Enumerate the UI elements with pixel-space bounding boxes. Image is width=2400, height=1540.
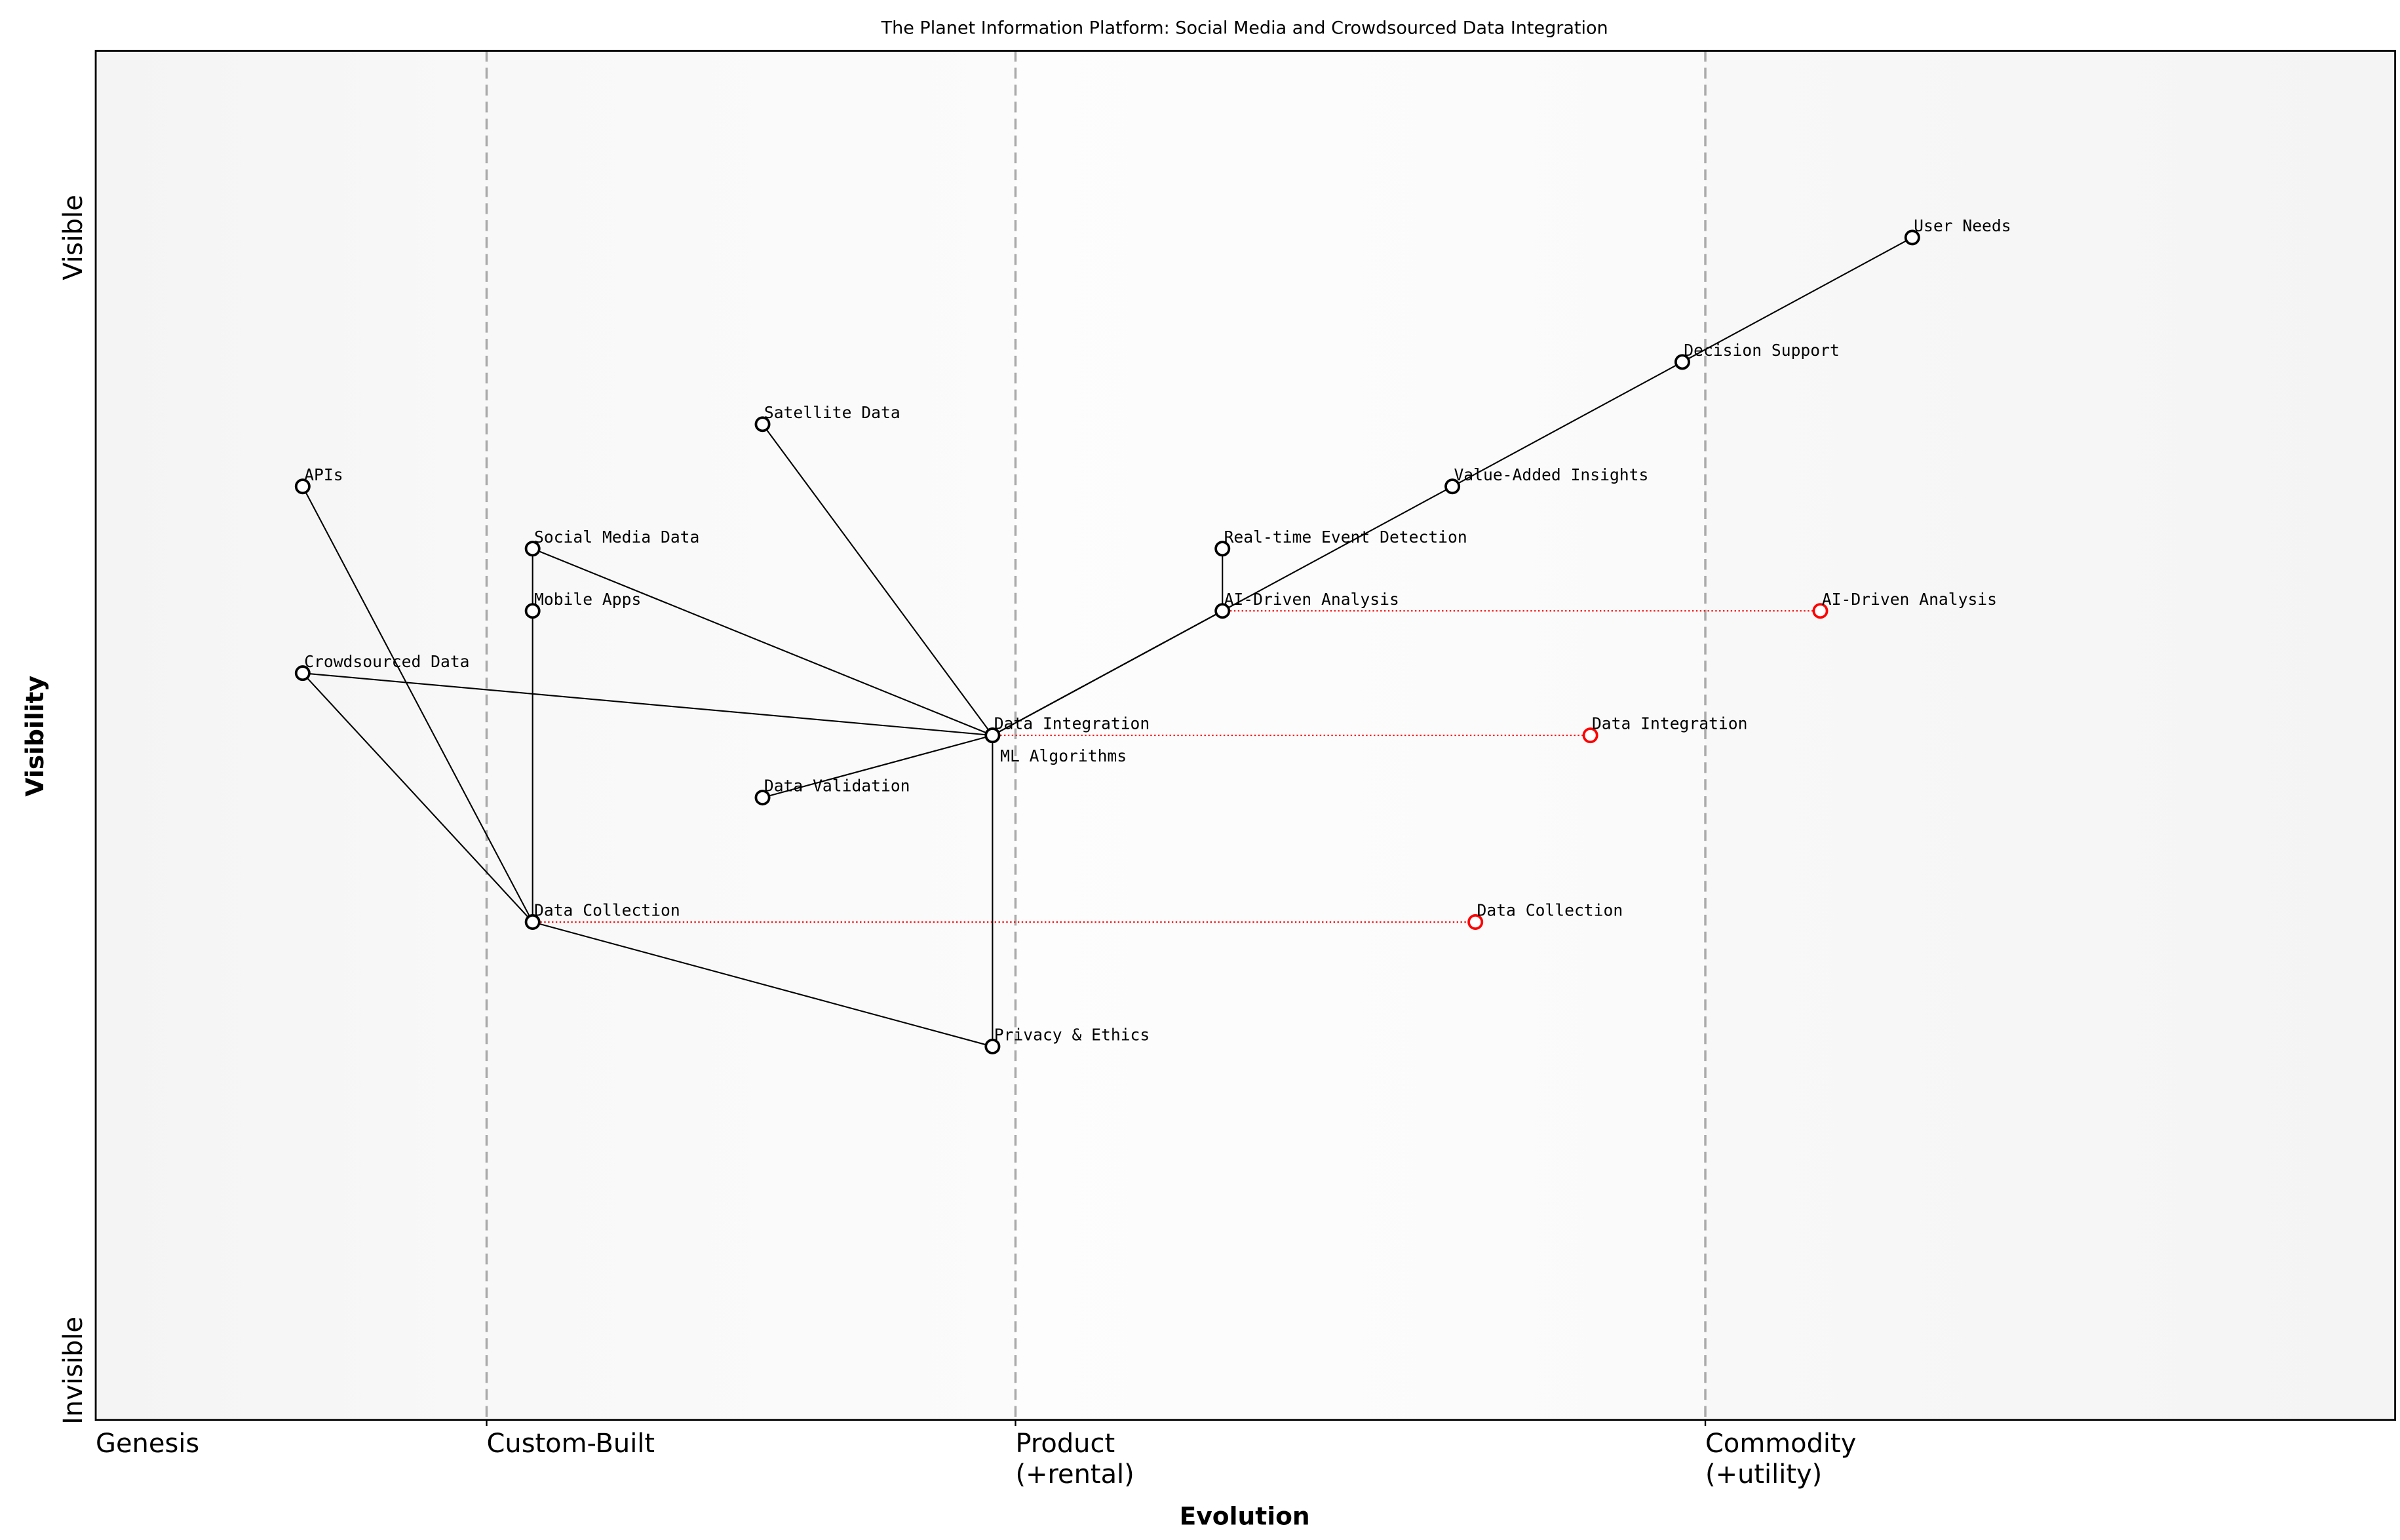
evolved-component: AI-Driven Analysis (1812, 590, 1997, 619)
evolution-links (532, 610, 1821, 923)
stage-band (486, 50, 1016, 1420)
stage-lines (485, 50, 1707, 1420)
evolved-label: Data Collection (1477, 901, 1623, 920)
stage-label: Product (+rental) (1015, 1429, 1134, 1490)
component-data-validation: Data Validation (754, 777, 910, 806)
link-apis-data-collection (301, 486, 533, 923)
component-label: APIs (304, 465, 343, 484)
component-node (754, 416, 771, 433)
component-label: Crowdsourced Data (304, 652, 469, 671)
evolved-label: Data Integration (1592, 714, 1748, 733)
chart-title: The Planet Information Platform: Social … (881, 18, 1608, 39)
plot-background (96, 50, 2395, 1420)
component-satellite-data: Satellite Data (754, 403, 900, 433)
link-value-added-insights-ai-driven-analysis (1222, 486, 1453, 612)
stage-label: Commodity (+utility) (1705, 1429, 1856, 1490)
link-ai-driven-analysis-ml-algorithms (992, 610, 1223, 737)
component-node (754, 790, 771, 806)
stage-label-line: Genesis (96, 1429, 199, 1459)
component-label: Value-Added Insights (1454, 465, 1648, 484)
link-crowdsourced-data-data-collection (302, 672, 533, 923)
component-node (524, 914, 541, 930)
component-data-collection: Data Collection (524, 901, 680, 930)
links (301, 237, 1913, 1047)
component-node (294, 478, 311, 495)
component-label: Data Validation (764, 777, 910, 796)
component-label: Mobile Apps (534, 590, 641, 609)
plot-frame (94, 50, 2397, 1421)
component-node (1214, 603, 1231, 619)
component-label: User Needs (1914, 216, 2011, 235)
link-data-integration-satellite-data (762, 423, 994, 736)
link-decision-support-value-added-insights (1452, 361, 1683, 488)
stage-label-line: Custom-Built (487, 1429, 655, 1459)
stage-label-line: Commodity (1705, 1429, 1856, 1459)
component-ai-driven-analysis: AI-Driven Analysis (1214, 590, 1399, 619)
evolved-node (1812, 603, 1829, 619)
link-user-needs-decision-support (1682, 237, 1913, 363)
component-apis: APIs (294, 465, 343, 495)
stage-label-line: (+rental) (1015, 1459, 1134, 1490)
component-node (984, 727, 1001, 744)
link-data-collection-privacy-ethics (532, 921, 993, 1047)
component-node (294, 665, 311, 682)
component-node (1214, 541, 1231, 557)
link-data-integration-crowdsourced-data (302, 672, 993, 737)
x-axis-label: Evolution (1180, 1502, 1310, 1531)
component-node (524, 603, 541, 619)
evolved-node (1582, 727, 1598, 744)
stage-band (1015, 50, 1706, 1420)
component-decision-support: Decision Support (1674, 341, 1840, 370)
component-mobile-apps: Mobile Apps (524, 590, 641, 619)
component-label: AI-Driven Analysis (1224, 590, 1399, 609)
component-node (984, 1038, 1001, 1054)
link-data-integration-social-media-data (532, 548, 993, 737)
evolved-node (1467, 914, 1484, 930)
component-node (1444, 478, 1461, 495)
y-axis-label: Visibility (20, 676, 49, 797)
stage-label: Genesis (96, 1429, 199, 1459)
component-label: Real-time Event Detection (1224, 528, 1467, 547)
component-label: Data Collection (534, 901, 680, 920)
link-data-integration-data-validation (762, 735, 993, 799)
axes: Genesis Custom-Built Product (+rental) Commo… (58, 195, 1856, 1490)
component-label: Data Integration (994, 714, 1150, 733)
component-node (1674, 354, 1690, 370)
component-label: Decision Support (1684, 341, 1840, 360)
component-label: ML Algorithms (1000, 746, 1127, 765)
stage-label-line: (+utility) (1705, 1459, 1822, 1490)
y-tick-label: Visible (58, 195, 88, 280)
evolved-component: Data Collection (1467, 901, 1623, 930)
component-social-media-data: Social Media Data (524, 528, 699, 557)
stage-label-line: Product (1015, 1429, 1115, 1459)
component-label: Privacy & Ethics (994, 1026, 1150, 1045)
stage-band (1705, 50, 2395, 1420)
component-real-time-event-detection: Real-time Event Detection (1214, 528, 1467, 557)
y-tick-label: Invisible (58, 1317, 88, 1425)
stage-label: Custom-Built (487, 1429, 655, 1459)
component-crowdsourced-data: Crowdsourced Data (294, 652, 470, 682)
component-node (1904, 229, 1920, 246)
component-user-needs: User Needs (1904, 216, 2011, 246)
component-label: Social Media Data (534, 528, 699, 547)
component-node (524, 541, 541, 557)
component-privacy-ethics: Privacy & Ethics (984, 1026, 1150, 1054)
component-value-added-insights: Value-Added Insights (1444, 465, 1648, 495)
evolved-label: AI-Driven Analysis (1822, 590, 1997, 609)
component-label: Satellite Data (764, 403, 900, 422)
component-ml-algorithms: ML Algorithms (984, 727, 1127, 765)
stage-band (96, 50, 487, 1420)
nodes: User Needs Decision Support Value-Added In… (294, 216, 2011, 1054)
evolved-component: Data Integration (1582, 714, 1748, 744)
